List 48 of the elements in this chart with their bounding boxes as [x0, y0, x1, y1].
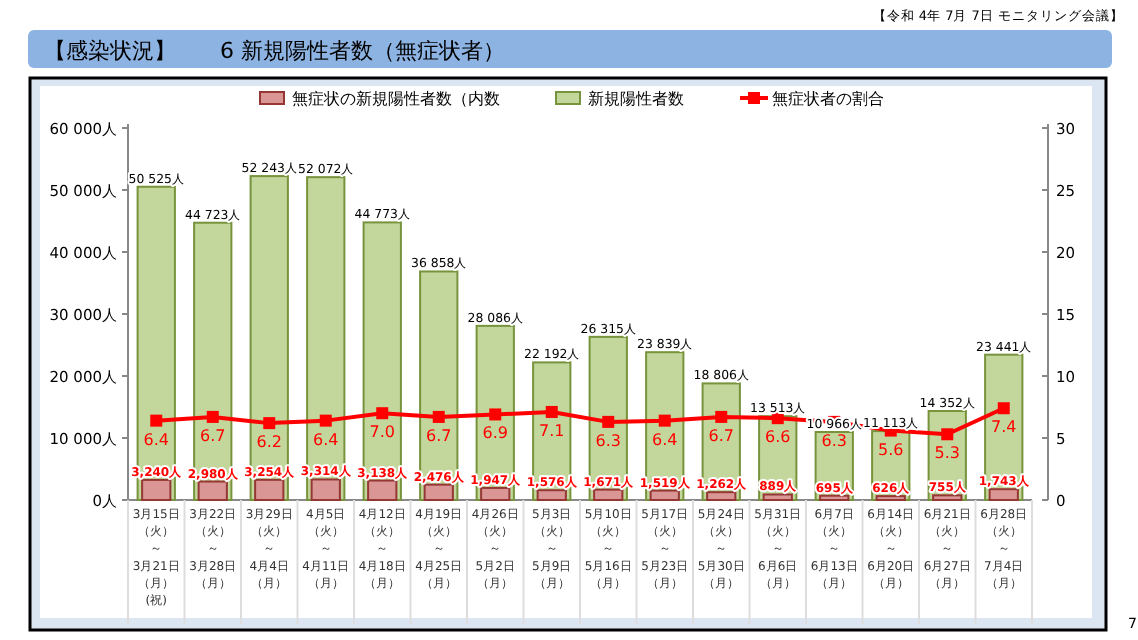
data-label: 7.4	[991, 418, 1017, 437]
bar	[706, 491, 737, 501]
data-label: 6.7	[426, 426, 452, 445]
data-label: 6.2	[256, 433, 282, 452]
bar	[762, 493, 793, 501]
bar	[423, 483, 454, 501]
point	[376, 407, 389, 420]
data-label: 6.4	[313, 430, 339, 449]
data-label: 5.3	[934, 444, 960, 463]
point	[319, 414, 332, 427]
point	[715, 410, 728, 423]
bar	[988, 488, 1019, 501]
bar	[536, 489, 567, 501]
bar	[254, 478, 285, 501]
bar	[141, 478, 172, 501]
point	[432, 410, 445, 423]
data-label: 7.1	[539, 421, 565, 440]
data-label: 6.4	[143, 430, 169, 449]
bar	[819, 494, 850, 501]
point	[545, 405, 558, 418]
data-label: 6.6	[765, 428, 791, 447]
legend-label: 新規陽性者数	[588, 90, 684, 108]
bar	[480, 486, 511, 501]
bar	[310, 478, 341, 501]
bar	[649, 489, 680, 501]
bar	[197, 480, 228, 501]
point	[206, 410, 219, 423]
point	[263, 417, 276, 430]
point	[997, 402, 1010, 415]
data-label: 6.9	[482, 424, 508, 443]
bar	[367, 479, 398, 501]
legend-label: 無症状者の割合	[772, 90, 884, 108]
bar	[932, 494, 963, 501]
legend-label: 無症状の新規陽性者数（内数	[292, 90, 500, 108]
data-label: 6.4	[652, 430, 678, 449]
point	[602, 415, 615, 428]
data-label: 6.3	[595, 431, 621, 450]
point	[941, 428, 954, 441]
data-label: 5.6	[878, 440, 904, 459]
point	[658, 414, 671, 427]
bar	[593, 488, 624, 501]
data-label: 6.7	[708, 426, 734, 445]
data-label: 6.3	[821, 431, 847, 450]
point	[489, 408, 502, 421]
point	[150, 414, 163, 427]
data-label: 6.7	[200, 426, 226, 445]
data-label: 7.0	[369, 423, 395, 442]
chart-title: 【感染状況】 6 新規陽性者数（無症状者）	[44, 38, 505, 64]
